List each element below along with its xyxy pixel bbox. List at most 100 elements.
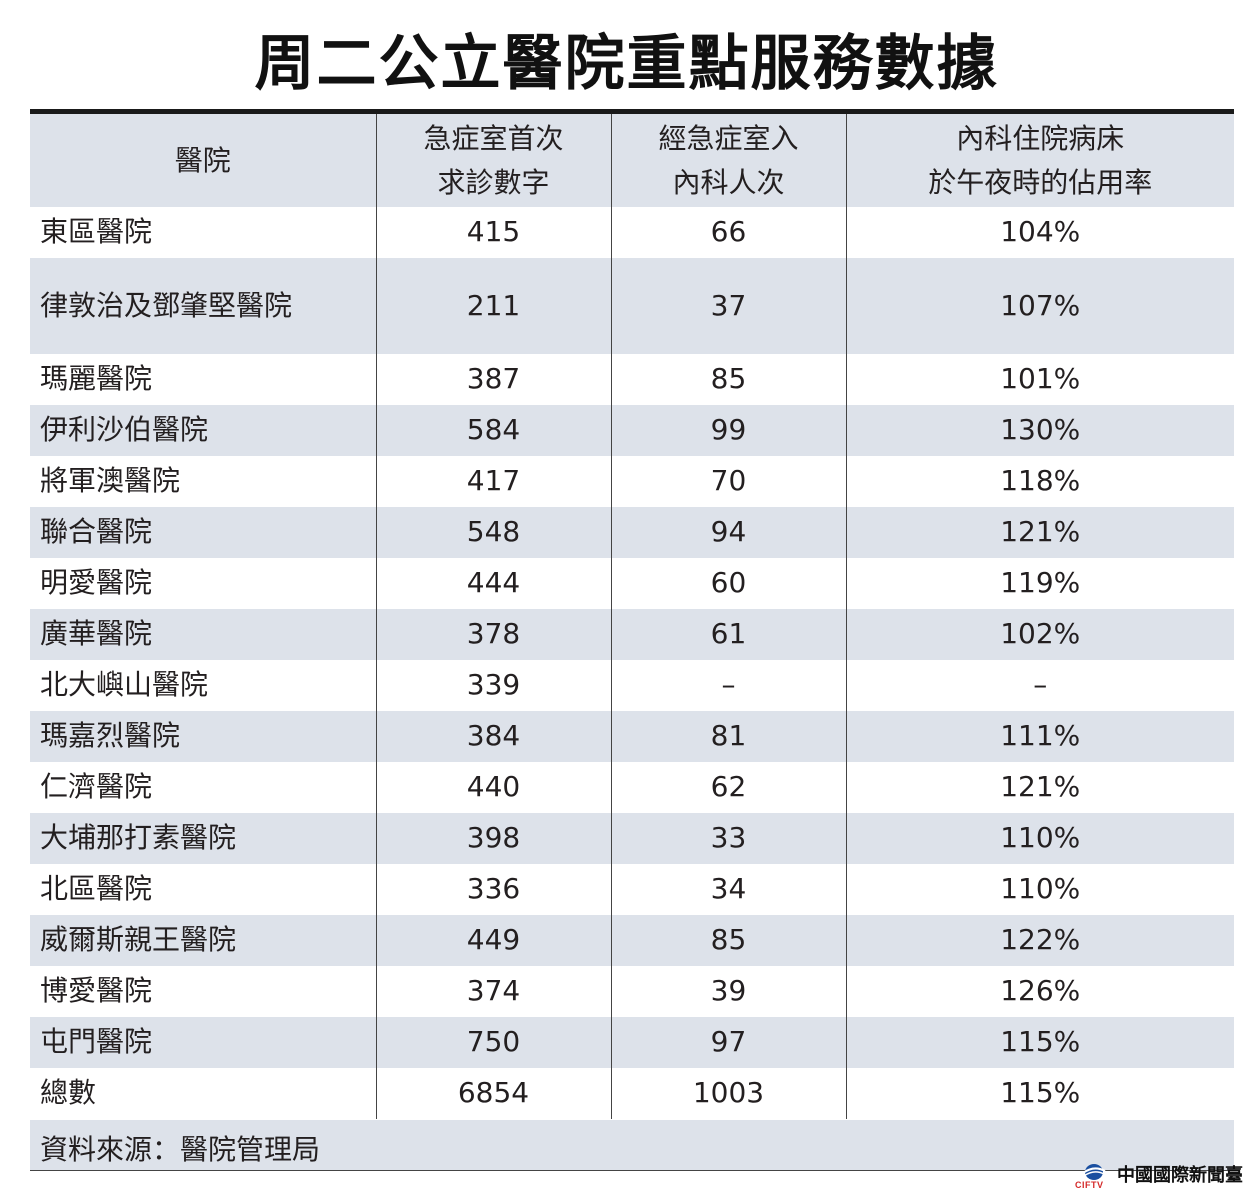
- table-row: 總數 6854 1003 115%: [30, 1068, 1234, 1119]
- ae-attendance-cell: 750: [376, 1017, 612, 1068]
- source-text: 資料來源：醫院管理局: [40, 1133, 321, 1166]
- medical-admission-cell: –: [611, 660, 847, 711]
- table-row: 東區醫院 415 66 104%: [30, 207, 1234, 258]
- hospital-name-cell: 聯合醫院: [30, 507, 377, 558]
- occupancy-rate-cell: 104%: [1000, 215, 1081, 249]
- medical-admission-cell: 70: [611, 456, 847, 507]
- hospital-name-cell: 總數: [30, 1068, 377, 1119]
- medical-admission-cell: 34: [611, 864, 847, 915]
- table-row: 北區醫院 336 34 110%: [30, 864, 1234, 915]
- medical-admission-cell: 1003: [611, 1068, 847, 1119]
- header-bed-occupancy: 內科住院病床 於午夜時的佔用率: [846, 114, 1234, 207]
- medical-admission-cell: 60: [611, 558, 847, 609]
- medical-admission-cell: 33: [611, 813, 847, 864]
- occupancy-rate-cell: 130%: [846, 405, 1234, 456]
- table-row: 威爾斯親王醫院 449 85 122%: [30, 915, 1234, 966]
- table-row: 博愛醫院 374 39 126%: [30, 966, 1234, 1017]
- hospital-name-cell: 明愛醫院: [30, 558, 377, 609]
- occupancy-rate-cell: 110%: [846, 813, 1234, 864]
- ae-attendance-cell: 449: [376, 915, 612, 966]
- medical-admission-cell: 81: [611, 711, 847, 762]
- ae-attendance-cell: 548: [376, 507, 612, 558]
- occupancy-rate-cell: 121%: [1000, 770, 1081, 804]
- hospital-name-cell: 伊利沙伯醫院: [30, 405, 377, 456]
- medical-admission-cell: 97: [611, 1017, 847, 1068]
- table-row: 廣華醫院 378 61 102%: [30, 609, 1234, 660]
- table-row: 北大嶼山醫院 339– –: [30, 660, 1234, 711]
- medical-admission-cell: 85: [611, 354, 847, 405]
- header-medical-admissions: 經急症室入 內科人次: [611, 114, 847, 207]
- occupancy-rate-cell: –: [1033, 668, 1048, 702]
- medical-admission-cell: 37: [611, 258, 847, 354]
- hospital-name-cell: 北大嶼山醫院: [30, 660, 377, 711]
- table-row: 明愛醫院 444 60 119%: [30, 558, 1234, 609]
- occupancy-rate-cell: 121%: [846, 507, 1234, 558]
- ae-attendance-cell: 440: [376, 762, 612, 813]
- medical-admission-cell: 61: [611, 609, 847, 660]
- occupancy-rate-cell: 111%: [846, 711, 1234, 762]
- occupancy-rate-cell: 122%: [846, 915, 1234, 966]
- occupancy-rate-cell: 107%: [846, 258, 1234, 354]
- medical-admission-cell: 99: [611, 405, 847, 456]
- hospital-table: 醫院 急症室首次 求診數字 經急症室入 內科人次 內科住院病床 於午夜時的佔用率…: [30, 114, 1234, 1119]
- table-row: 瑪嘉烈醫院 384 81 111%: [30, 711, 1234, 762]
- hospital-name-cell: 律敦治及鄧肇堅醫院: [30, 258, 377, 354]
- title-rule: [30, 109, 1234, 114]
- globe-icon: CIFTV: [1075, 1163, 1115, 1191]
- medical-admission-cell: 85: [611, 915, 847, 966]
- table-row: 瑪麗醫院 387 85 101%: [30, 354, 1234, 405]
- occupancy-rate-cell: 115%: [1000, 1076, 1081, 1110]
- occupancy-rate-cell: 110%: [1000, 872, 1081, 906]
- hospital-name-cell: 博愛醫院: [30, 966, 377, 1017]
- medical-admission-cell: 62: [611, 762, 847, 813]
- ae-attendance-cell: 211: [376, 258, 612, 354]
- ae-attendance-cell: 378: [376, 609, 612, 660]
- ae-attendance-cell: 417: [376, 456, 612, 507]
- table-row: 屯門醫院 750 97 115%: [30, 1017, 1234, 1068]
- logo-text: 中國國際新聞臺: [1117, 1165, 1243, 1186]
- table-row: 伊利沙伯醫院 584 99 130%: [30, 405, 1234, 456]
- ae-attendance-cell: 584: [376, 405, 612, 456]
- occupancy-rate-cell: 115%: [846, 1017, 1234, 1068]
- ae-attendance-cell: 444: [376, 558, 612, 609]
- table-header-row: 醫院 急症室首次 求診數字 經急症室入 內科人次 內科住院病床 於午夜時的佔用率: [30, 114, 1234, 207]
- hospital-name-cell: 屯門醫院: [30, 1017, 377, 1068]
- table-body: 東區醫院 415 66 104% 律敦治及鄧肇堅醫院 211 37 107% 瑪麗醫院 387 85…: [30, 207, 1234, 1119]
- hospital-name-cell: 瑪麗醫院: [30, 354, 377, 405]
- occupancy-rate-cell: 101%: [1000, 362, 1081, 396]
- ae-attendance-cell: 6854: [376, 1068, 612, 1119]
- table-row: 聯合醫院 548 94 121%: [30, 507, 1234, 558]
- table-row: 律敦治及鄧肇堅醫院 211 37 107%: [30, 258, 1234, 354]
- logo-brand: CIFTV: [1075, 1180, 1104, 1190]
- medical-admission-cell: 39: [611, 966, 847, 1017]
- ae-attendance-cell: 339: [376, 660, 612, 711]
- ae-attendance-cell: 384: [376, 711, 612, 762]
- ae-attendance-cell: 415: [376, 207, 612, 258]
- hospital-name-cell: 將軍澳醫院: [30, 456, 377, 507]
- occupancy-rate-cell: 119%: [1000, 566, 1081, 600]
- ae-attendance-cell: 374: [376, 966, 612, 1017]
- ae-attendance-cell: 387: [376, 354, 612, 405]
- hospital-name-cell: 廣華醫院: [30, 609, 377, 660]
- medical-admission-cell: 94: [611, 507, 847, 558]
- hospital-name-cell: 大埔那打素醫院: [30, 813, 377, 864]
- ae-attendance-cell: 336: [376, 864, 612, 915]
- ae-attendance-cell: 398: [376, 813, 612, 864]
- occupancy-rate-cell: 102%: [846, 609, 1234, 660]
- hospital-name-cell: 威爾斯親王醫院: [30, 915, 377, 966]
- hospital-name-cell: 東區醫院: [30, 207, 377, 258]
- table-row: 仁濟醫院 440 62 121%: [30, 762, 1234, 813]
- hospital-name-cell: 北區醫院: [30, 864, 377, 915]
- header-ae-first-attendance: 急症室首次 求診數字: [376, 114, 612, 207]
- page-title: 周二公立醫院重點服務數據: [254, 29, 999, 99]
- table-row: 大埔那打素醫院 398 33 110%: [30, 813, 1234, 864]
- source-note: 資料來源：醫院管理局: [30, 1120, 1234, 1171]
- occupancy-rate-cell: 126%: [1000, 974, 1081, 1008]
- occupancy-rate-cell: 118%: [1000, 464, 1081, 498]
- station-logo: CIFTV 中國國際新聞臺: [1075, 1163, 1243, 1191]
- hospital-name-cell: 仁濟醫院: [30, 762, 377, 813]
- header-hospital: 醫院: [30, 114, 377, 207]
- hospital-name-cell: 瑪嘉烈醫院: [30, 711, 377, 762]
- medical-admission-cell: 66: [611, 207, 847, 258]
- table-row: 將軍澳醫院 417 70 118%: [30, 456, 1234, 507]
